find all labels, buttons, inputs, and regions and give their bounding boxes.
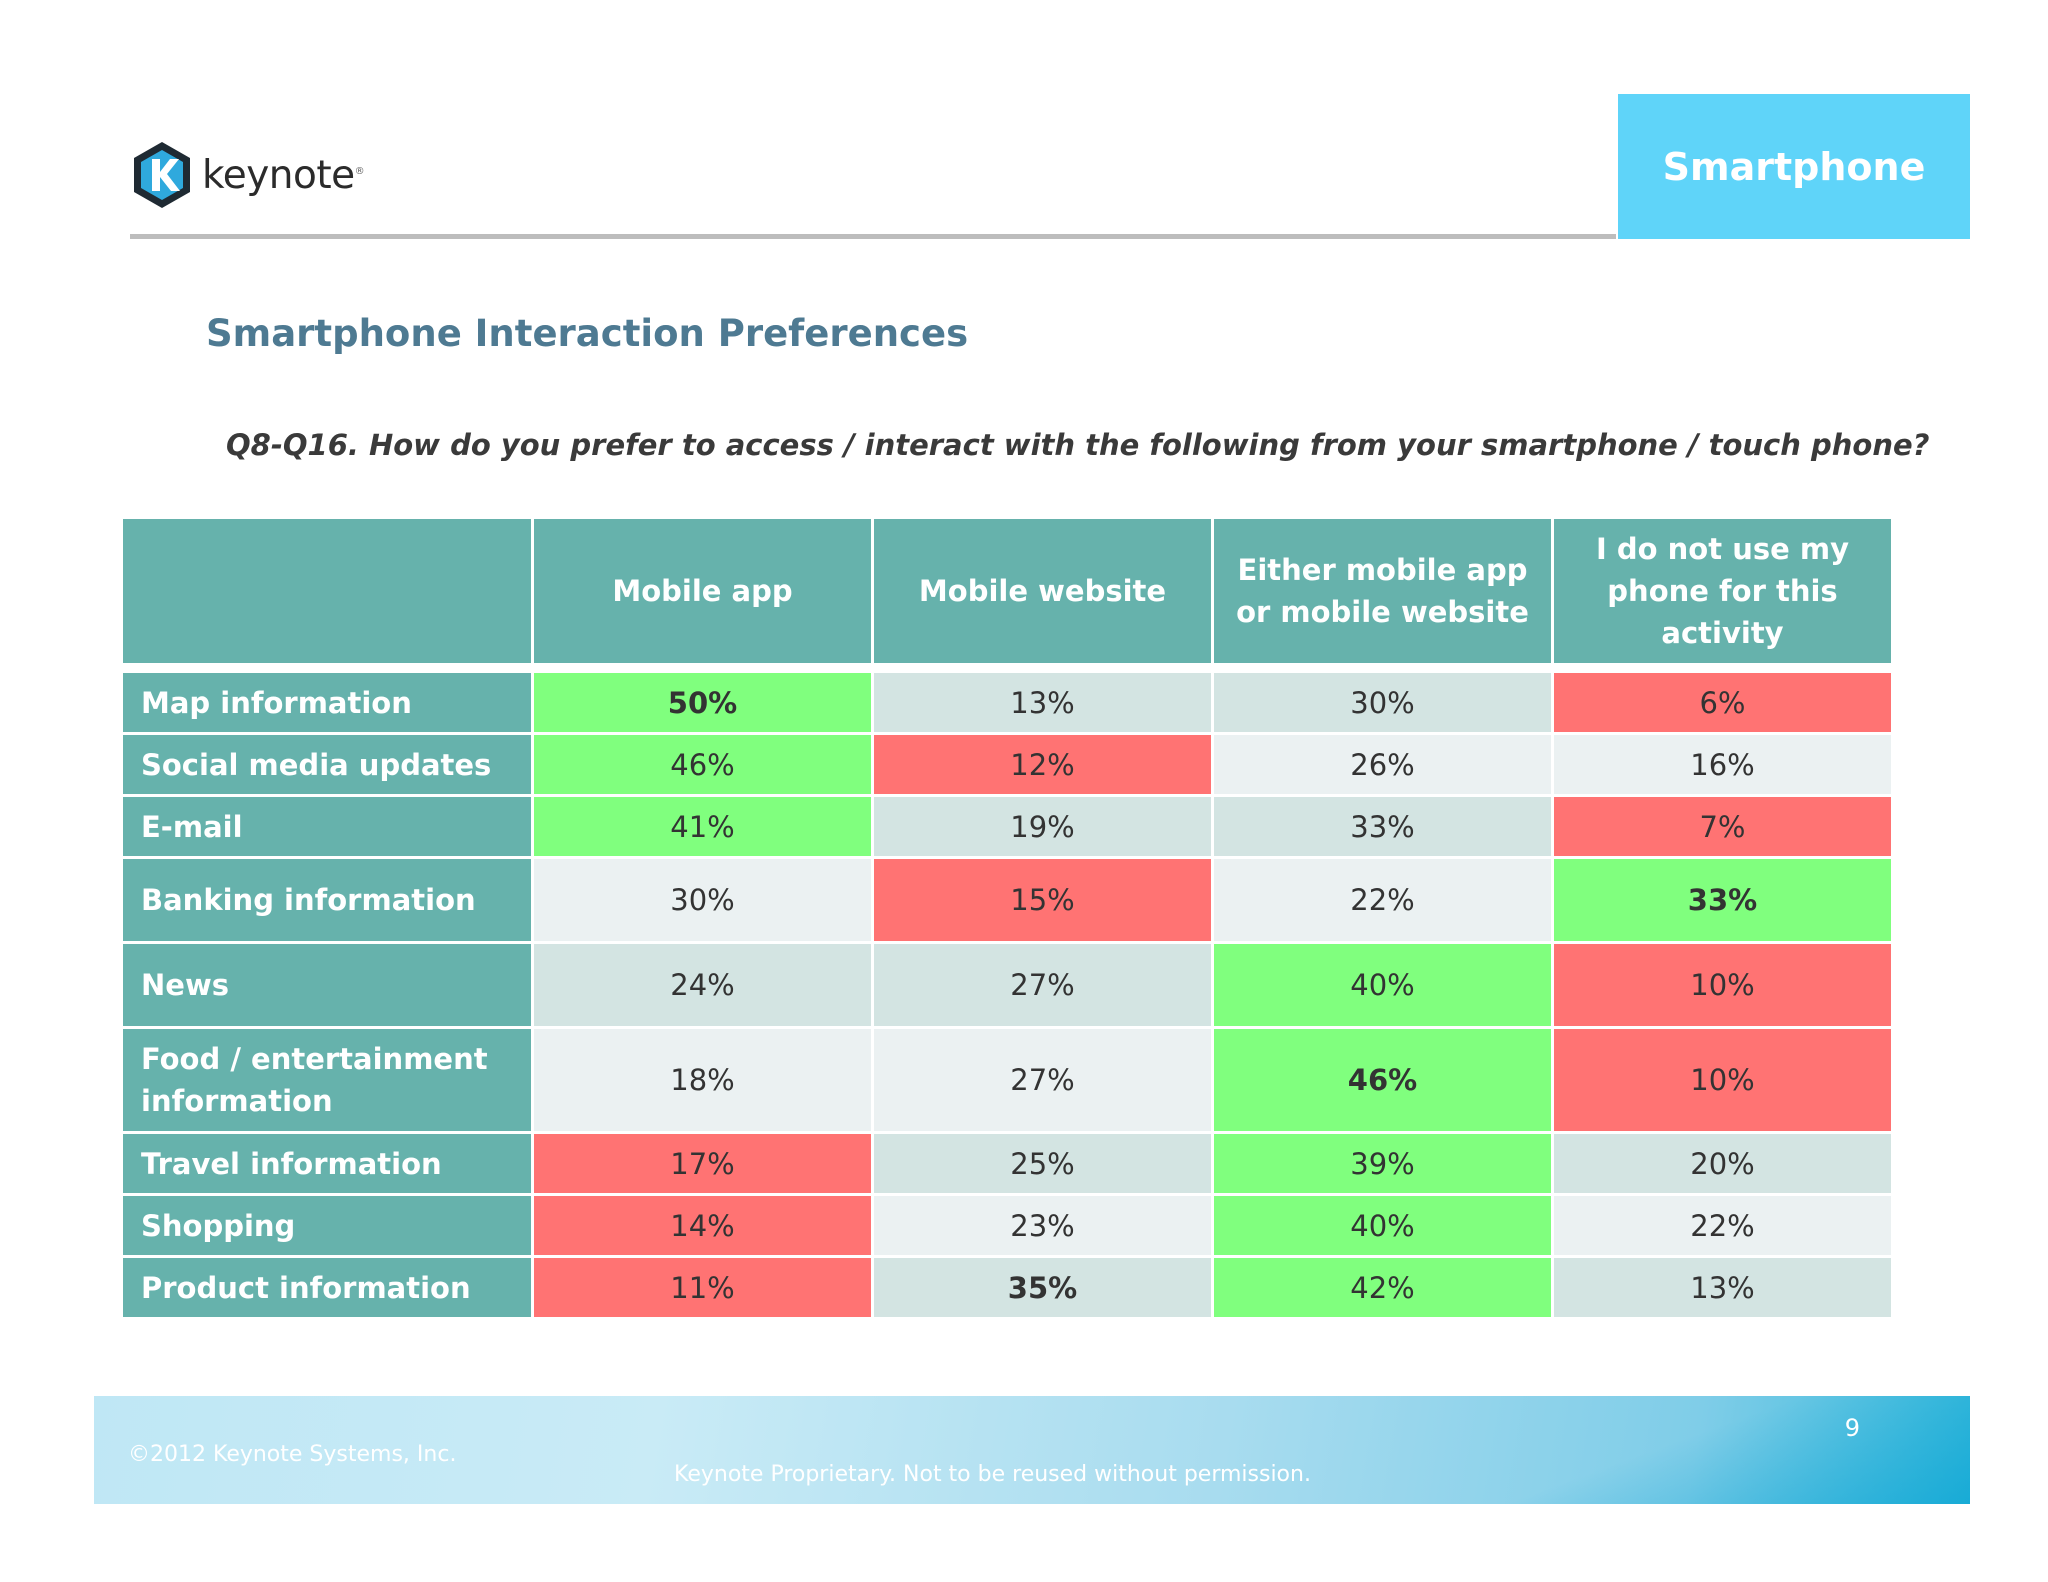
table-row: Shopping 14% 23% 40% 22% [123,1196,1891,1255]
table-cell: 30% [1214,673,1551,732]
row-label: Travel information [123,1134,531,1193]
table-cell: 18% [534,1029,871,1131]
table-cell: 39% [1214,1134,1551,1193]
table-cell: 15% [874,859,1211,941]
brand-name: keynote® [202,152,365,198]
row-label: Product information [123,1258,531,1317]
row-label: Map information [123,673,531,732]
table-cell: 10% [1554,944,1891,1026]
table-cell: 14% [534,1196,871,1255]
row-label: News [123,944,531,1026]
page-number: 9 [1844,1414,1860,1442]
table-cell: 27% [874,944,1211,1026]
survey-question: Q8-Q16. How do you prefer to access / in… [226,428,1930,462]
row-label: Social media updates [123,735,531,794]
table-row: Food / entertainment information 18% 27%… [123,1029,1891,1131]
header-spacer-cell [123,666,1891,670]
table-cell: 11% [534,1258,871,1317]
table-cell: 42% [1214,1258,1551,1317]
page-title: Smartphone Interaction Preferences [206,312,969,355]
row-label: Food / entertainment information [123,1029,531,1131]
row-label: Banking information [123,859,531,941]
registered-mark: ® [354,165,365,177]
table-row: Map information 50% 13% 30% 6% [123,673,1891,732]
table-cell: 33% [1214,797,1551,856]
table-cell: 27% [874,1029,1211,1131]
table-cell: 12% [874,735,1211,794]
column-header-either: Either mobile app or mobile website [1214,519,1551,663]
table-row: Social media updates 46% 12% 26% 16% [123,735,1891,794]
table-cell: 20% [1554,1134,1891,1193]
table-cell: 26% [1214,735,1551,794]
table-cell: 40% [1214,944,1551,1026]
table-row: Banking information 30% 15% 22% 33% [123,859,1891,941]
header-divider [130,234,1616,239]
table-cell: 23% [874,1196,1211,1255]
section-badge: Smartphone [1618,94,1970,239]
table-cell: 46% [534,735,871,794]
table-cell: 46% [1214,1029,1551,1131]
column-header-mobile-app: Mobile app [534,519,871,663]
table-row: News 24% 27% 40% 10% [123,944,1891,1026]
preferences-table: Mobile app Mobile website Either mobile … [120,516,1894,1320]
table-cell: 10% [1554,1029,1891,1131]
table-cell: 13% [874,673,1211,732]
table-cell: 7% [1554,797,1891,856]
proprietary-notice: Keynote Proprietary. Not to be reused wi… [674,1462,1311,1487]
table-cell: 33% [1554,859,1891,941]
table-cell: 24% [534,944,871,1026]
table-cell: 22% [1214,859,1551,941]
table-header-row: Mobile app Mobile website Either mobile … [123,519,1891,663]
table-cell: 16% [1554,735,1891,794]
table-cell: 22% [1554,1196,1891,1255]
table-cell: 30% [534,859,871,941]
table-cell: 35% [874,1258,1211,1317]
table-row: Product information 11% 35% 42% 13% [123,1258,1891,1317]
table-row: Travel information 17% 25% 39% 20% [123,1134,1891,1193]
table-row: E-mail 41% 19% 33% 7% [123,797,1891,856]
table-cell: 25% [874,1134,1211,1193]
table-cell: 17% [534,1134,871,1193]
row-label: E-mail [123,797,531,856]
column-header-do-not-use: I do not use my phone for this activity [1554,519,1891,663]
table-cell: 19% [874,797,1211,856]
header-spacer [123,666,1891,670]
table-cell: 50% [534,673,871,732]
keynote-k-icon [134,142,190,208]
table-cell: 40% [1214,1196,1551,1255]
table-cell: 41% [534,797,871,856]
keynote-logo: keynote® [130,138,365,212]
table-cell: 6% [1554,673,1891,732]
header-corner [123,519,531,663]
column-header-mobile-website: Mobile website [874,519,1211,663]
footer-banner: ©2012 Keynote Systems, Inc. Keynote Prop… [94,1396,1970,1504]
row-label: Shopping [123,1196,531,1255]
footer-decoration [1490,1396,1970,1504]
table-cell: 13% [1554,1258,1891,1317]
copyright-text: ©2012 Keynote Systems, Inc. [128,1442,457,1467]
